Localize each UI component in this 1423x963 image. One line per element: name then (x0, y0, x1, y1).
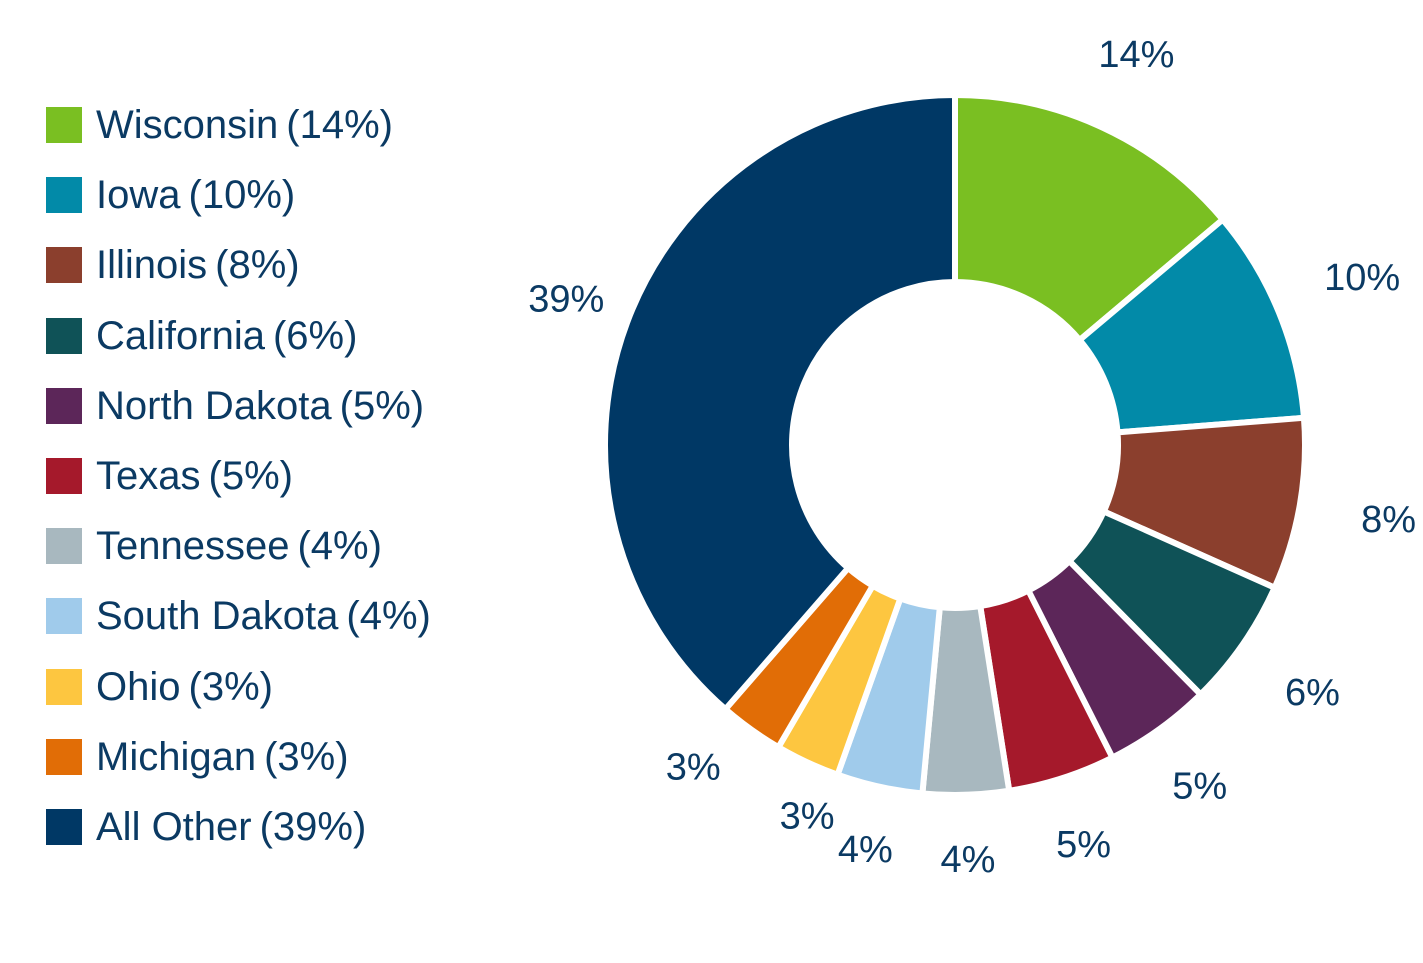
legend-swatch (46, 598, 82, 635)
legend-swatch (46, 177, 82, 214)
legend-item-south-dakota: South Dakota (4%) (46, 591, 431, 661)
legend-percent: (4%) (297, 524, 382, 569)
legend-label: Illinois (96, 243, 208, 288)
data-labels: 14%10%8%6%5%5%4%4%3%3%39% (528, 34, 1416, 881)
donut-slices (602, 91, 1308, 798)
legend-percent: (5%) (208, 453, 293, 498)
data-label-ohio: 3% (780, 796, 835, 838)
legend-percent: (4%) (346, 594, 431, 639)
slice-all-other (602, 91, 958, 714)
legend-label: Texas (96, 453, 201, 498)
data-label-all-other: 39% (528, 279, 604, 321)
data-label-michigan: 3% (666, 746, 721, 788)
legend-label: Wisconsin (96, 103, 279, 147)
legend-percent: (3%) (188, 664, 273, 709)
legend-item-iowa: Iowa (10%) (46, 170, 431, 240)
legend-item-wisconsin: Wisconsin (14%) (46, 100, 431, 170)
legend-label: North Dakota (96, 383, 332, 428)
data-label-south-dakota: 4% (838, 829, 893, 871)
legend-label: California (96, 313, 265, 358)
legend-item-ohio: Ohio (3%) (46, 662, 431, 732)
legend-swatch (46, 808, 82, 845)
data-label-iowa: 10% (1324, 257, 1400, 299)
legend-item-texas: Texas (5%) (46, 451, 431, 521)
legend-swatch (46, 387, 82, 424)
legend-label: Ohio (96, 664, 181, 709)
legend-percent: (39%) (259, 804, 367, 849)
data-label-north-dakota: 5% (1172, 765, 1227, 807)
legend-swatch (46, 317, 82, 354)
legend-label: South Dakota (96, 594, 339, 639)
legend-item-california: California (6%) (46, 311, 431, 381)
legend-item-all-other: All Other (39%) (46, 802, 431, 872)
data-label-tennessee: 4% (940, 839, 995, 881)
legend-swatch (46, 668, 82, 705)
legend-percent: (10%) (188, 173, 296, 218)
legend-percent: (3%) (264, 734, 349, 779)
legend-swatch (46, 738, 82, 775)
legend-percent: (14%) (286, 103, 393, 147)
legend-label: Michigan (96, 734, 257, 779)
data-label-california: 6% (1285, 672, 1340, 714)
legend-percent: (8%) (215, 243, 300, 288)
legend-swatch (46, 107, 82, 143)
legend-item-north-dakota: North Dakota (5%) (46, 381, 431, 451)
legend-swatch (46, 528, 82, 565)
legend-swatch (46, 457, 82, 494)
legend-item-illinois: Illinois (8%) (46, 240, 431, 310)
data-label-texas: 5% (1056, 824, 1111, 866)
legend-label: Iowa (96, 173, 181, 218)
legend-item-michigan: Michigan (3%) (46, 732, 431, 802)
chart-legend: Wisconsin (14%) Iowa (10%) Illinois (8%) Calif… (46, 100, 431, 872)
legend-percent: (5%) (339, 383, 425, 428)
data-label-illinois: 8% (1361, 499, 1416, 541)
legend-label: Tennessee (96, 524, 290, 569)
legend-swatch (46, 247, 82, 284)
slice-wisconsin (952, 91, 1227, 345)
legend-label: All Other (96, 804, 252, 849)
legend-item-tennessee: Tennessee (4%) (46, 521, 431, 591)
data-label-wisconsin: 14% (1098, 34, 1174, 76)
legend-percent: (6%) (272, 313, 358, 358)
